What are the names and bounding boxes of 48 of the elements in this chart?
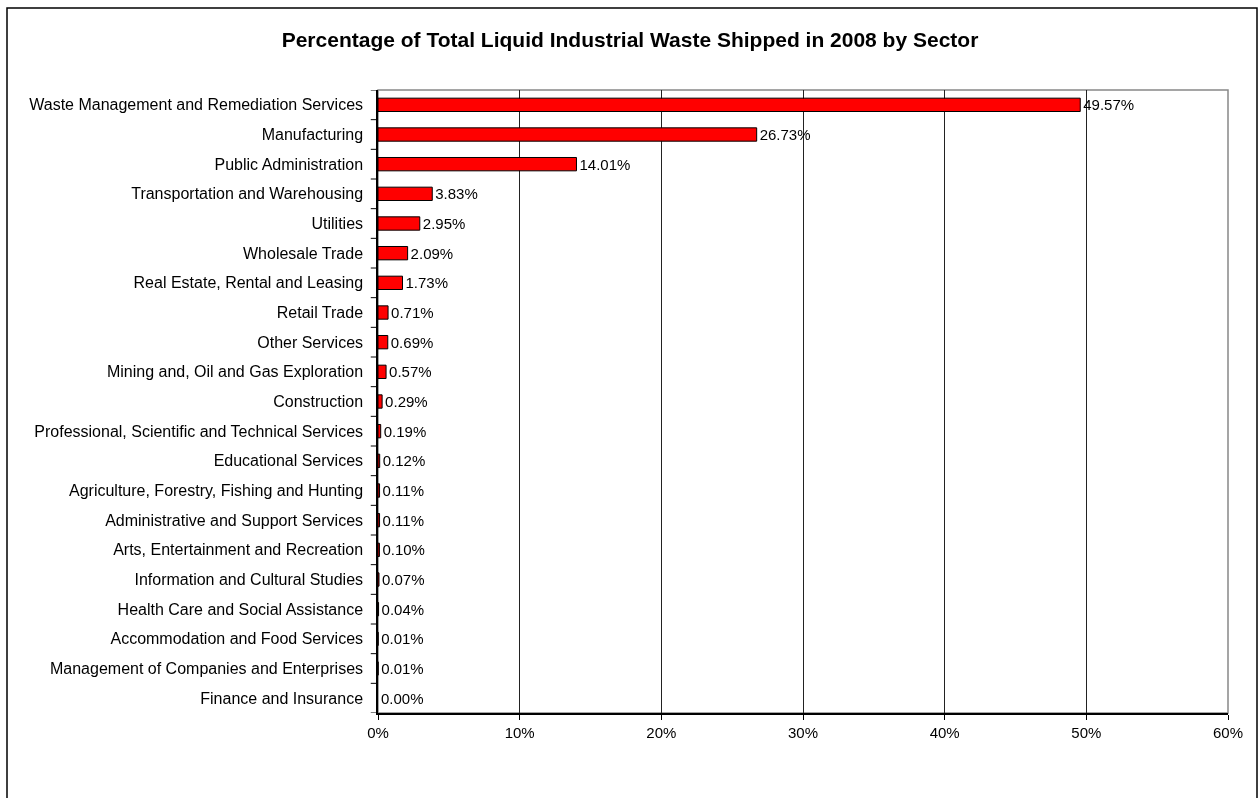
data-label: 0.07% bbox=[381, 571, 425, 589]
data-label: 0.11% bbox=[382, 482, 424, 500]
data-label: 0.01% bbox=[381, 660, 424, 677]
x-tick-label: 60% bbox=[1212, 723, 1244, 741]
x-tick-label: 10% bbox=[504, 723, 535, 741]
y-tick-label: Manufacturing bbox=[261, 126, 364, 144]
y-tick-label: Construction bbox=[273, 393, 364, 411]
data-label: 3.83% bbox=[435, 185, 478, 203]
y-tick-label: Management of Companies and Enterprises bbox=[49, 660, 364, 678]
data-label: 0.01% bbox=[381, 630, 424, 648]
y-tick-label: Wholesale Trade bbox=[242, 244, 364, 262]
y-tick-label: Utilities bbox=[311, 215, 364, 233]
y-tick-label: Transportation and Warehousing bbox=[131, 185, 364, 203]
y-tick-label: Public Administration bbox=[214, 155, 364, 173]
y-tick-label: Real Estate, Rental and Leasing bbox=[133, 274, 364, 292]
data-label: 14.01% bbox=[579, 155, 631, 173]
y-tick-label: Information and Cultural Studies bbox=[134, 571, 364, 589]
data-label: 2.95% bbox=[422, 215, 466, 232]
data-label: 0.10% bbox=[382, 541, 425, 559]
y-tick-label: Accommodation and Food Services bbox=[110, 630, 364, 648]
data-label: 1.73% bbox=[405, 274, 449, 292]
x-tick-label: 0% bbox=[367, 723, 389, 741]
data-label: 0.19% bbox=[383, 422, 427, 440]
data-label: 0.11% bbox=[382, 511, 424, 529]
data-label: 2.09% bbox=[410, 244, 454, 262]
chart-title: Percentage of Total Liquid Industrial Waste Shipped in 2008 by Sector bbox=[281, 28, 979, 52]
data-label: 0.57% bbox=[389, 363, 432, 381]
x-tick-label: 30% bbox=[787, 723, 819, 741]
y-tick-label: Arts, Entertainment and Recreation bbox=[113, 541, 364, 559]
y-tick-label: Administrative and Support Services bbox=[105, 511, 364, 529]
data-label: 0.29% bbox=[385, 393, 428, 410]
y-tick-label: Finance and Insurance bbox=[200, 689, 364, 707]
data-label: 0.71% bbox=[391, 304, 434, 322]
y-tick-label: Educational Services bbox=[213, 452, 364, 470]
data-label: 0.69% bbox=[390, 333, 434, 351]
y-tick-label: Other Services bbox=[257, 333, 364, 351]
data-label: 0.00% bbox=[381, 689, 424, 707]
x-tick-label: 20% bbox=[646, 723, 677, 741]
y-tick-label: Health Care and Social Assistance bbox=[117, 600, 364, 618]
y-tick-label: Waste Management and Remediation Services bbox=[29, 96, 364, 114]
x-tick-label: 40% bbox=[929, 723, 960, 741]
y-tick-label: Mining and, Oil and Gas Exploration bbox=[106, 363, 364, 381]
x-tick-label: 50% bbox=[1071, 723, 1102, 741]
y-tick-label: Professional, Scientific and Technical Services bbox=[34, 422, 364, 440]
y-tick-label: Retail Trade bbox=[276, 304, 364, 322]
y-tick-label: Agriculture, Forestry, Fishing and Hunting bbox=[68, 482, 364, 500]
data-label: 0.12% bbox=[382, 452, 426, 470]
data-label: 0.04% bbox=[381, 600, 425, 618]
